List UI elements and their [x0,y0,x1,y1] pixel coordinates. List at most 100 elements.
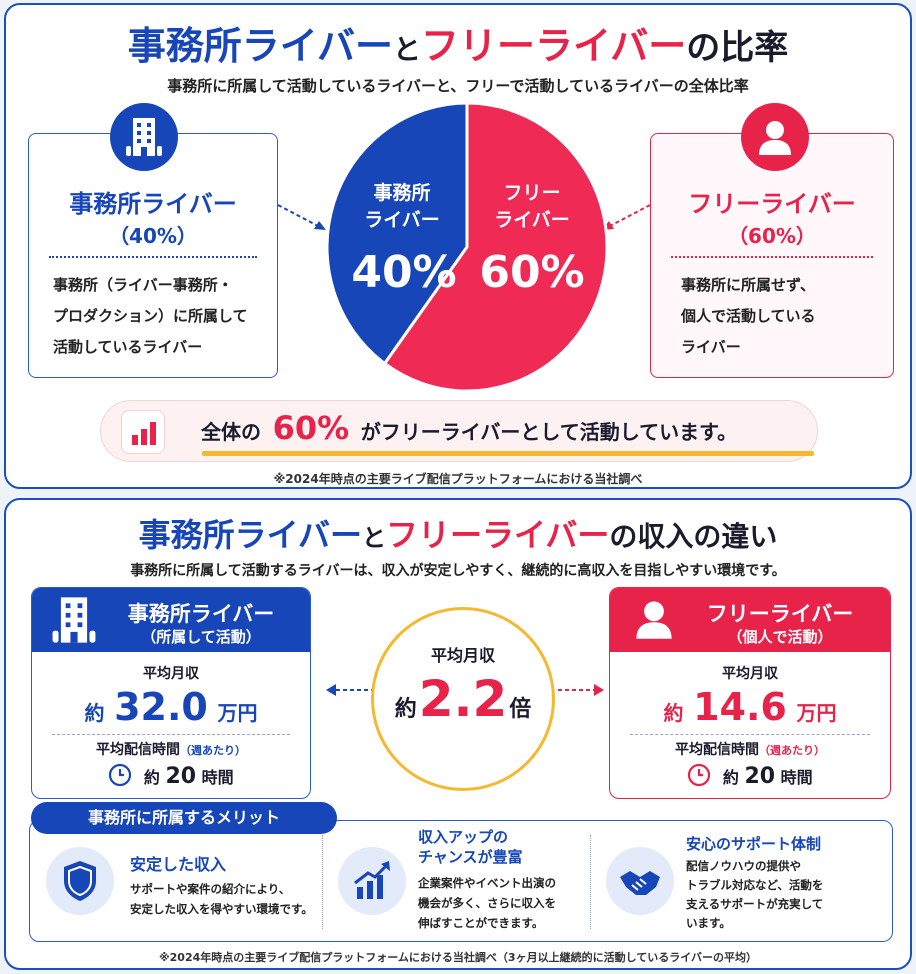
pie-label-free: フリー [503,182,560,204]
free-time-amount: 約 20 時間 [610,763,890,789]
divider [590,835,591,929]
free-liver-card: フリーライバー （60%） 事務所に所属せず、 個人で活動している ライバー [650,133,894,378]
merit-support: 安心のサポート体制 配信ノウハウの提供や トラブル対応など、活動を 支えるサポー… [594,821,892,941]
ratio-value-row: 約2.2倍 [374,670,552,728]
ratio-subtitle: 事務所に所属して活動しているライバーと、フリーで活動しているライバーの全体比率 [167,77,749,95]
title-free: フリーライバー [421,24,687,68]
time-prefix: 約 [143,768,160,787]
free-income-card: フリーライバー （個人で活動） 平均月収 約 14.6 万円 平均配信時間（週あ… [609,587,891,799]
ratio-value: 2.2 [418,670,508,728]
merit-desc: 配信ノウハウの提供や トラブル対応など、活動を 支えるサポートが充実して います… [686,857,823,933]
time-unit: 時間 [780,768,813,787]
handshake-icon [606,847,674,915]
divider [52,734,290,735]
merit-income-chance: 収入アップの チャンスが豊富 企業案件やイベント出演の 機会が多く、さらに収入を… [326,821,596,941]
person-icon [741,103,809,171]
title-office: 事務所ライバー [127,24,393,68]
ratio-pie-chart: 事務所 ライバー 40% フリー ライバー 60% [325,101,609,393]
office-time-amount: 約 20 時間 [32,763,310,789]
pie-value-free: 60% [479,247,584,298]
title-and: と [392,33,421,66]
office-card-percent: （40%） [109,224,197,248]
income-unit: 万円 [796,701,837,725]
shield-icon [46,847,114,915]
growth-chart-icon [338,847,406,915]
time-unit: 時間 [201,768,234,787]
arrow-left [326,684,372,696]
desc-line: 事務所に所属せず、 [681,276,815,294]
merit-desc-line: トラブル対応など、活動を [686,878,824,892]
free-income-title: フリーライバー [706,602,854,626]
building-icon [110,103,178,171]
merit-desc-line: 企業案件やイベント出演の [418,876,556,890]
office-income-card: 事務所ライバー （所属して活動） 平均月収 約 32.0 万円 [31,587,311,799]
pie-value-office: 40% [351,247,456,298]
title-office: 事務所ライバー [138,516,362,554]
income-value: 32.0 [114,685,208,729]
merit-stable-income: 安定した収入 サポートや案件の紹介により、 安定した収入を得やすい環境です。 [30,821,320,941]
merit-title: 安心のサポート体制 [686,835,822,853]
merit-desc-line: います。 [686,916,731,930]
footnote: ※2024年時点の主要ライブ配信プラットフォームにおける当社調べ（3ヶ月以上継続… [158,951,758,964]
merit-desc-line: 安定した収入を得やすい環境です。 [130,902,313,916]
summary-value: 60% [272,409,350,447]
free-card-percent: （60%） [728,224,816,248]
income-title: 事務所ライバーとフリーライバーの収入の違い [6,510,910,556]
banner-underline [202,451,814,456]
title-and: と [361,524,386,552]
income-label: 平均月収 [722,666,778,682]
ratio-panel: 事務所ライバーとフリーライバーの比率 事務所に所属して活動しているライバーと、フ… [4,3,912,489]
title-difference: の収入の違い [609,520,778,553]
merit-desc-line: 支えるサポートが充実して [686,897,824,911]
time-note: （週あたり） [759,744,825,757]
free-card-desc: 事務所に所属せず、 個人で活動している ライバー [681,270,816,363]
office-liver-card: 事務所ライバー （40%） 事務所（ライバー事務所・ プロダクション）に所属して… [28,133,278,378]
time-label: 平均配信時間（週あたり） [32,739,310,759]
income-prefix: 約 [663,701,684,725]
income-panel: 事務所ライバーとフリーライバーの収入の違い 事務所に所属して活動するライバーは、… [4,498,912,970]
office-income-title: 事務所ライバー [127,602,275,626]
merits-tab: 事務所に所属するメリット [31,802,337,834]
income-label: 平均月収 [143,666,199,682]
footnote: ※2024年時点の主要ライブ配信プラットフォームにおける当社調べ [273,472,643,486]
merit-title: 収入アップの チャンスが豊富 [418,827,523,867]
income-prefix: 約 [84,701,105,725]
arrow-right [558,684,604,696]
time-value: 20 [165,764,197,789]
desc-line: ライバー [681,338,741,356]
summary-prefix: 全体の [201,420,261,444]
office-income-sub: （所属して活動） [141,628,261,646]
merit-title: 安定した収入 [130,855,227,874]
merit-desc-line: サポートや案件の紹介により、 [130,882,291,896]
arrow-to-pie-left [277,204,326,230]
person-icon [632,597,676,645]
ratio-label: 平均月収 [430,646,495,665]
income-value: 14.6 [693,685,787,729]
pie-label-free: ライバー [494,209,570,231]
office-card-desc: 事務所（ライバー事務所・ プロダクション）に所属して 活動しているライバー [53,270,248,363]
time-label-text: 平均配信時間 [675,742,759,758]
title-ratio: の比率 [686,28,789,68]
desc-line: プロダクション）に所属して [53,307,248,325]
income-unit: 万円 [217,701,258,725]
clock-icon [688,763,711,787]
pie-slice-0 [325,101,469,366]
building-icon [50,595,98,649]
free-income-sub: （個人で活動） [727,628,833,646]
time-prefix: 約 [722,768,739,787]
divider [322,835,323,929]
free-card-title: フリーライバー [688,190,856,218]
merit-desc-line: 伸ばすことができます。 [418,916,544,930]
income-ratio-circle: 平均月収 約2.2倍 [371,607,555,791]
office-card-title: 事務所ライバー [69,190,237,218]
merit-desc-line: 機会が多く、さらに収入を [418,896,556,910]
summary-suffix: がフリーライバーとして活動しています。 [360,420,738,444]
time-value: 20 [744,764,776,789]
ratio-unit: 倍 [509,697,532,722]
pie-slice-1 [382,101,609,393]
clock-icon [109,763,132,787]
summary-text: 全体の 60% がフリーライバーとして活動しています。 [201,409,737,447]
free-income-amount: 約 14.6 万円 [610,685,890,729]
time-label-text: 平均配信時間 [96,742,180,758]
merit-title-line: 収入アップの [418,828,509,846]
